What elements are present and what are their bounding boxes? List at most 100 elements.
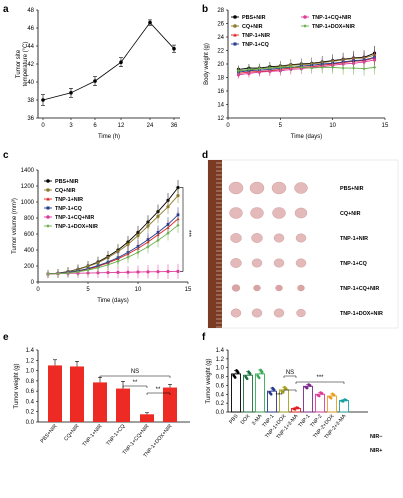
tumor-sample	[295, 233, 307, 243]
panel-label-c: c	[3, 150, 9, 161]
legend-marker	[233, 33, 237, 37]
bar	[70, 366, 84, 422]
data-point	[247, 67, 251, 71]
y-tick-label: 0.6	[26, 389, 35, 395]
x-tick-label: 12	[118, 123, 125, 129]
x-tick-label: 0	[41, 123, 45, 129]
data-point	[245, 376, 248, 380]
bar	[48, 365, 62, 422]
data-point	[362, 67, 366, 71]
panel-label-a: a	[3, 4, 9, 15]
data-point	[284, 387, 288, 391]
x-category-label: TNP-1	[297, 413, 311, 428]
panel-e-tumor-weight-chart: 0.0 0.2 0.4 0.6 0.8 1.0 1.2 1.4 Tumor weight (g)…	[14, 348, 190, 459]
data-point	[119, 60, 123, 64]
data-point	[233, 375, 236, 378]
data-point	[343, 398, 346, 401]
data-point	[136, 234, 140, 238]
bar	[93, 382, 107, 422]
x-axis-label: Time (h)	[98, 134, 120, 140]
x-category-label: DOX	[240, 413, 252, 426]
y-tick-label: 200	[24, 264, 35, 270]
tumor-row-label: TNP-1+NIR	[340, 236, 368, 242]
legend-marker	[233, 15, 237, 19]
y-tick-label: 800	[24, 216, 35, 222]
panel-f-tumor-weight-chart: 0.0 0.2 0.4 0.6 0.8 1.0 1.2 1.4 Tumor weight (g)…	[206, 348, 382, 454]
tumor-sample	[249, 181, 265, 195]
data-point	[257, 375, 260, 379]
legend-label: TNP-1+DOX+NIR	[312, 24, 355, 30]
data-point	[320, 65, 324, 69]
y-tick-label: 26	[217, 22, 224, 28]
bar	[303, 385, 313, 413]
y-tick-label: 1400	[21, 168, 35, 174]
y-tick-label: 1.0	[216, 366, 225, 372]
y-tick-label: 1.4	[216, 348, 225, 354]
data-point	[176, 269, 180, 273]
legend-label: TNP-1+DOX+NIR	[55, 224, 98, 230]
panel-label-b: b	[202, 4, 208, 15]
data-point	[136, 250, 140, 254]
series-line-0	[238, 52, 375, 70]
data-point	[176, 186, 180, 190]
significance-bracket	[99, 375, 171, 378]
x-tick-label: 5	[279, 123, 283, 129]
series-line-4	[47, 270, 179, 275]
significance-bracket	[146, 392, 171, 395]
legend-marker	[303, 15, 307, 19]
y-tick-label: 0.8	[216, 375, 225, 381]
y-tick-label: 14	[217, 103, 224, 109]
y-tick-label: 44	[27, 44, 34, 50]
x-tick-label: 15	[382, 123, 389, 129]
series-line-1	[47, 195, 179, 275]
data-point	[248, 372, 252, 376]
x-tick-label: 5	[86, 287, 90, 293]
data-point	[278, 65, 282, 69]
data-point	[236, 73, 241, 77]
data-point	[372, 65, 377, 69]
data-point	[307, 383, 310, 386]
tumor-sample	[275, 284, 283, 292]
y-tick-label: 0.4	[216, 392, 225, 398]
data-point	[295, 406, 298, 409]
data-point	[319, 391, 322, 394]
x-tick-label: 24	[147, 123, 154, 129]
panel-c-tumor-volume-chart: 0 200 400 600 800 1000 1200 1400 0 5 10 15 Time (day…	[12, 168, 192, 304]
data-point	[268, 66, 272, 70]
significance-stars: **	[156, 387, 161, 393]
data-point	[260, 371, 264, 374]
legend-label: PBS+NIR	[55, 179, 79, 185]
y-axis-label: Tumor site	[16, 49, 22, 78]
data-point	[176, 223, 180, 227]
series-line-5	[238, 66, 375, 72]
tumor-row-label: CQ+NIR	[340, 211, 361, 217]
tumor-sample	[296, 308, 306, 318]
significance-ns: NS	[131, 369, 139, 375]
series-line-3	[47, 214, 179, 275]
panel-b-body-weight-chart: 12 14 16 18 20 22 24 26 28 0 5 10 15 Time (days) Body …	[204, 8, 389, 140]
data-point	[235, 369, 238, 372]
tumor-sample	[231, 284, 241, 292]
data-point	[271, 386, 274, 390]
data-point	[66, 271, 70, 275]
y-tick-label: 0.2	[216, 401, 225, 407]
y-tick-label: 1.2	[26, 358, 35, 364]
data-point	[116, 259, 120, 263]
bar	[116, 388, 130, 422]
tumor-sample	[294, 207, 308, 219]
tumor-sample	[271, 181, 287, 195]
data-point	[41, 98, 45, 102]
data-point	[93, 79, 97, 83]
significance-bracket	[295, 381, 345, 384]
tumor-sample	[297, 284, 305, 292]
data-point	[126, 255, 130, 259]
series-line-2	[238, 57, 375, 74]
data-point	[352, 66, 356, 70]
data-point	[305, 386, 308, 389]
y-tick-label: 0.0	[216, 410, 225, 416]
y-tick-label: 28	[217, 8, 224, 14]
data-point	[329, 396, 332, 399]
data-point	[281, 390, 284, 394]
bar	[163, 387, 177, 422]
